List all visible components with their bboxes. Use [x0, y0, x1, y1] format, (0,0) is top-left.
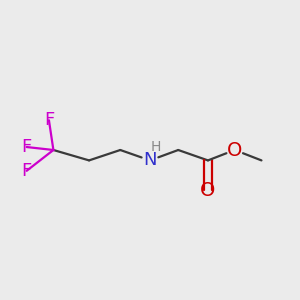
Text: H: H: [150, 140, 161, 154]
Text: F: F: [44, 111, 54, 129]
Text: F: F: [22, 162, 32, 180]
Text: O: O: [227, 140, 242, 160]
Text: F: F: [22, 138, 32, 156]
Text: N: N: [143, 152, 157, 169]
Text: O: O: [200, 181, 216, 200]
